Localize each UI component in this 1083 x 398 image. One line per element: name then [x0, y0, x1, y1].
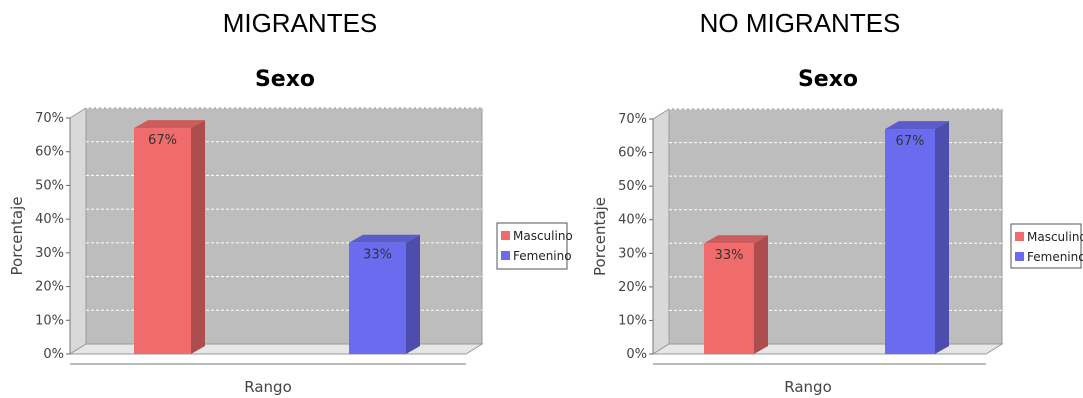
bar-side — [191, 120, 205, 354]
y-tick-label: 60% — [35, 145, 64, 160]
legend-swatch — [501, 251, 510, 260]
y-tick-label: 20% — [618, 280, 647, 295]
y-tick-label: 60% — [618, 146, 647, 161]
plot-floor — [68, 343, 484, 355]
bar-front — [704, 243, 754, 354]
chart-panel-no-migrantes: Sexo 0% 10% 20% 30% 40% 50% 60% 70% Porcentaje Ran… — [590, 58, 1083, 398]
x-axis-label: Rango — [244, 378, 292, 396]
heading-no-migrantes: NO MIGRANTES — [699, 8, 901, 38]
legend-label: Femenino — [1027, 250, 1083, 264]
bar-side — [406, 234, 420, 354]
y-tick-label: 40% — [35, 212, 64, 227]
bar-top — [134, 120, 205, 129]
chart-title: Sexo — [798, 67, 858, 92]
legend-label: Femenino — [513, 249, 572, 263]
bar-top — [704, 235, 768, 244]
y-tick-label: 20% — [35, 280, 64, 295]
bar-data-label: 33% — [363, 248, 392, 263]
chart-svg: Sexo 0% 10% 20% 30% 40% 50% 60% 70% Porcentaje Ran… — [591, 67, 1083, 396]
chart-title: Sexo — [255, 67, 315, 92]
y-tick-label: 70% — [35, 111, 64, 126]
y-tick-label: 30% — [35, 246, 64, 261]
legend: Masculino Femenino — [1010, 223, 1083, 269]
bar-data-label: 33% — [715, 248, 744, 263]
y-tick-label: 0% — [43, 347, 64, 362]
y-tick-label: 70% — [618, 112, 647, 127]
bar-masculino — [134, 120, 205, 354]
legend-label: Masculino — [513, 229, 573, 243]
y-tick-label: 0% — [626, 347, 647, 362]
legend-swatch — [1015, 252, 1024, 261]
bar-data-label: 67% — [148, 133, 177, 148]
bar-top — [885, 121, 949, 130]
chart-svg: Sexo 0% 10% 20% 30% 40% 50% 60% 70% Porcentaje Ran… — [8, 67, 573, 396]
y-tick-label: 30% — [618, 246, 647, 261]
legend: Masculino Femenino — [496, 222, 573, 270]
bar-top — [349, 234, 420, 243]
bar-front — [885, 129, 935, 354]
y-tick-label: 40% — [618, 213, 647, 228]
legend-box — [496, 222, 568, 270]
bar-side — [935, 121, 949, 354]
bar-masculino — [704, 235, 768, 354]
y-axis-label: Porcentaje — [8, 197, 26, 276]
chart-panel-migrantes: Sexo 0% 10% 20% 30% 40% 50% 60% 70% Porcentaje Ran… — [0, 58, 573, 398]
legend-swatch — [501, 231, 510, 240]
y-axis-label: Porcentaje — [591, 197, 609, 276]
x-axis-label: Rango — [784, 378, 832, 396]
legend-label: Masculino — [1027, 230, 1083, 244]
heading-migrantes: MIGRANTES — [222, 8, 378, 38]
y-tick-label: 10% — [35, 313, 64, 328]
y-tick-label: 50% — [35, 178, 64, 193]
bar-femenino — [885, 121, 949, 354]
legend-swatch — [1015, 232, 1024, 241]
bar-data-label: 67% — [896, 134, 925, 149]
plot-left-wall — [69, 107, 87, 355]
y-tick-label: 50% — [618, 179, 647, 194]
bar-front — [349, 242, 406, 354]
y-tick-label: 10% — [618, 313, 647, 328]
plot-left-wall — [652, 108, 670, 355]
bar-femenino — [349, 234, 420, 354]
bar-side — [754, 235, 768, 354]
bar-front — [134, 128, 191, 354]
